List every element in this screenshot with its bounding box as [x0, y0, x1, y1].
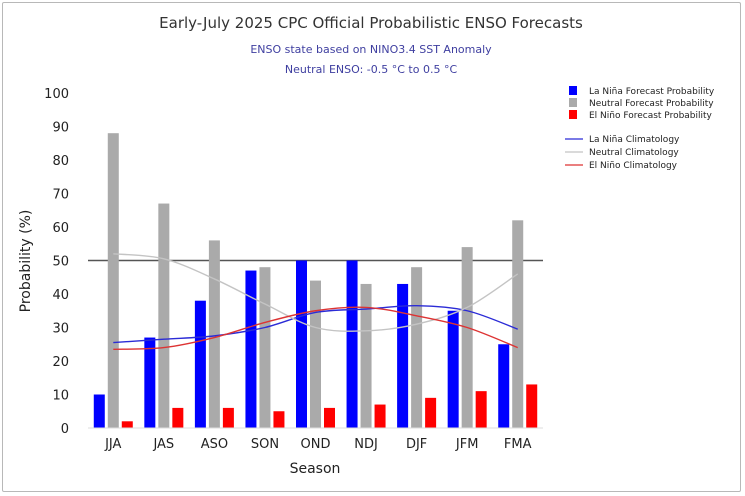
- bar-neutral-jja: [107, 133, 119, 428]
- y-tick-label: 0: [61, 422, 69, 437]
- climatology-line-el-nino: [113, 306, 518, 350]
- y-tick-label: 80: [52, 154, 69, 169]
- chart-subtitle-neutral-range: Neutral ENSO: -0.5 °C to 0.5 °C: [285, 63, 458, 76]
- bar-la-nina-jja: [93, 394, 105, 428]
- bar-el-nino-djf: [425, 397, 437, 428]
- bar-neutral-ndj: [360, 283, 372, 428]
- bar-neutral-son: [259, 267, 271, 428]
- legend-label: Neutral Forecast Probability: [589, 99, 714, 109]
- y-tick-label: 100: [44, 87, 69, 102]
- bar-neutral-jfm: [461, 247, 473, 428]
- bar-la-nina-aso: [194, 300, 206, 428]
- legend-swatch-la-nina-forecast: [569, 86, 577, 95]
- bar-la-nina-jfm: [447, 310, 459, 428]
- x-tick-label: NDJ: [354, 437, 378, 452]
- bar-la-nina-ndj: [346, 260, 358, 428]
- x-tick-label: DJF: [406, 437, 427, 452]
- bar-neutral-djf: [411, 267, 423, 428]
- y-tick-label: 20: [52, 355, 69, 370]
- climatology-line-neutral: [113, 253, 519, 332]
- x-tick-label: FMA: [504, 437, 532, 452]
- bar-la-nina-djf: [397, 283, 409, 428]
- x-tick-label: JAS: [152, 437, 174, 452]
- bar-el-nino-jfm: [475, 391, 487, 428]
- y-tick-label: 50: [52, 255, 69, 270]
- legend-label: El Niño Forecast Probability: [589, 111, 713, 121]
- y-tick-label: 40: [52, 288, 69, 303]
- bar-la-nina-ond: [296, 260, 307, 428]
- bar-la-nina-fma: [498, 344, 510, 428]
- legend-swatch-neutral-forecast: [569, 98, 577, 107]
- y-tick-label: 60: [52, 221, 69, 236]
- legend: La Niña Forecast Probability Neutral Fore…: [565, 86, 715, 171]
- bar-el-nino-fma: [526, 384, 538, 428]
- y-tick-label: 30: [52, 322, 69, 337]
- chart-frame: Early-July 2025 CPC Official Probabilist…: [2, 2, 741, 492]
- bar-neutral-ond: [310, 280, 321, 428]
- chart-subtitle: ENSO state based on NINO3.4 SST Anomaly: [250, 43, 492, 56]
- plot-area: 0 10 20 30 40 50 60 70 80 90 100 JJA JAS ASO SON OND NDJ…: [44, 87, 543, 452]
- x-tick-label: OND: [301, 437, 331, 452]
- x-tick-label: JJA: [104, 437, 121, 452]
- x-axis-label: Season: [290, 461, 341, 477]
- x-tick-label: ASO: [201, 437, 228, 452]
- climatology-line-la-nina: [113, 305, 518, 344]
- x-tick-label: SON: [251, 437, 279, 452]
- legend-swatch-el-nino-forecast: [569, 110, 577, 119]
- y-tick-label: 90: [52, 121, 69, 136]
- bar-el-nino-jas: [172, 407, 184, 428]
- bar-la-nina-son: [245, 270, 257, 428]
- legend-label: La Niña Forecast Probability: [589, 87, 715, 97]
- bar-neutral-jas: [158, 203, 170, 428]
- chart-title: Early-July 2025 CPC Official Probabilist…: [159, 14, 583, 32]
- y-tick-label: 10: [52, 389, 69, 404]
- bar-el-nino-aso: [222, 407, 234, 428]
- bar-el-nino-son: [273, 411, 285, 428]
- bar-la-nina-jas: [144, 337, 156, 428]
- legend-label: El Niño Climatology: [589, 161, 678, 171]
- y-tick-label: 70: [52, 188, 69, 203]
- bar-el-nino-ond: [324, 407, 335, 428]
- enso-forecast-chart: Early-July 2025 CPC Official Probabilist…: [18, 14, 715, 477]
- bar-el-nino-ndj: [374, 404, 386, 428]
- legend-label: La Niña Climatology: [589, 135, 680, 145]
- bar-neutral-fma: [512, 220, 524, 428]
- bar-neutral-aso: [208, 240, 220, 428]
- x-tick-label: JFM: [455, 437, 479, 452]
- legend-label: Neutral Climatology: [589, 148, 679, 158]
- y-axis-label: Probability (%): [18, 210, 34, 313]
- bar-el-nino-jja: [121, 421, 133, 428]
